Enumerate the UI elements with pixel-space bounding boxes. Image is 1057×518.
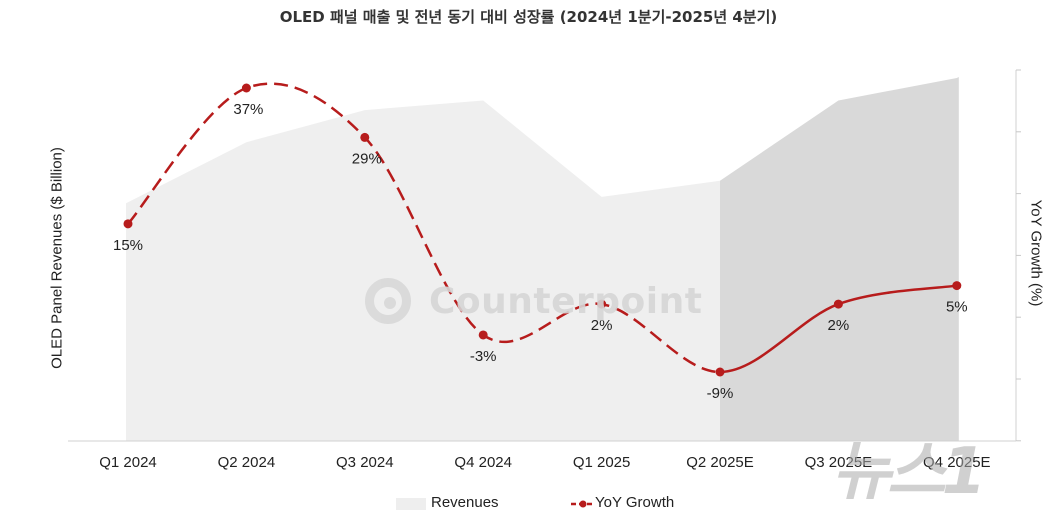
legend-label-yoy-growth: YoY Growth (595, 494, 675, 511)
news1-logo: 뉴스1 (832, 435, 986, 509)
data-label-layer: 15% 37% 29% -3% 2% -9% 2% 5% (113, 101, 968, 402)
x-tick-label: Q2 2024 (218, 454, 276, 471)
yoy-point (360, 132, 370, 142)
revenue-area-actual (126, 100, 720, 441)
x-tick-label: Q4 2024 (454, 454, 512, 471)
yoy-data-label: 5% (946, 299, 968, 316)
axis-layer (68, 69, 1021, 442)
legend-label-revenues: Revenues (431, 494, 499, 511)
yoy-point (241, 83, 251, 93)
yoy-point (952, 281, 962, 291)
yoy-data-label: 2% (591, 317, 613, 334)
yoy-point (478, 330, 488, 340)
y-axis-label-right: YoY Growth (%) (1027, 199, 1045, 307)
revenue-area-layer (126, 77, 959, 441)
yoy-point (123, 219, 133, 229)
yoy-data-label: -3% (470, 348, 497, 365)
yoy-point (833, 299, 843, 309)
yoy-point (597, 299, 607, 309)
x-tick-label: Q4 2025E (923, 454, 991, 471)
chart-title: OLED 패널 매출 및 전년 동기 대비 성장률 (2024년 1분기-202… (279, 8, 778, 26)
x-tick-label: Q2 2025E (686, 454, 754, 471)
revenue-area-forecast (720, 77, 959, 441)
x-tick-label: Q3 2024 (336, 454, 394, 471)
x-tick-layer: Q1 2024 Q2 2024 Q3 2024 Q4 2024 Q1 2025 Q2 20… (99, 454, 990, 471)
yoy-point (715, 367, 725, 377)
yoy-data-label: -9% (707, 385, 734, 402)
watermark-text: Counterpoint (429, 280, 703, 322)
yoy-line-layer (123, 82, 962, 377)
x-tick-label: Q1 2025 (573, 454, 631, 471)
x-tick-label: Q1 2024 (99, 454, 157, 471)
yoy-line-actual (127, 82, 721, 374)
counterpoint-watermark: Counterpoint (365, 278, 702, 324)
legend-swatch-yoy-icon (571, 500, 595, 508)
yoy-data-label: 2% (828, 317, 850, 334)
legend-swatch-revenues (396, 498, 426, 510)
yoy-data-label: 37% (233, 101, 263, 118)
yoy-data-label: 29% (352, 150, 382, 167)
x-tick-label: Q3 2025E (805, 454, 873, 471)
y-axis-label-left: OLED Panel Revenues ($ Billion) (48, 147, 66, 369)
counterpoint-logo-icon (365, 278, 411, 324)
yoy-data-label: 15% (113, 237, 143, 254)
